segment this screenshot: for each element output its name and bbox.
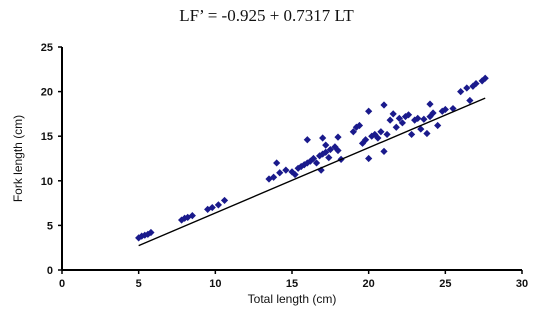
data-point xyxy=(380,147,388,155)
data-point xyxy=(469,82,477,90)
x-axis-title: Total length (cm) xyxy=(248,292,337,306)
y-tick-label: 5 xyxy=(47,220,53,232)
data-point xyxy=(392,123,400,131)
data-point xyxy=(362,136,370,144)
data-point xyxy=(365,107,373,115)
data-point xyxy=(472,79,480,88)
data-point xyxy=(426,100,434,108)
data-point xyxy=(411,116,419,124)
data-point xyxy=(147,228,155,237)
y-tick-label: 20 xyxy=(41,87,53,99)
data-point xyxy=(466,96,474,105)
data-point xyxy=(478,77,486,85)
data-point xyxy=(312,159,321,167)
data-point xyxy=(322,148,330,156)
data-point xyxy=(417,125,425,133)
data-point xyxy=(408,130,416,139)
data-point xyxy=(270,173,278,181)
data-point xyxy=(220,196,229,205)
data-point xyxy=(352,123,360,131)
data-point xyxy=(294,164,302,172)
data-point xyxy=(188,211,196,220)
y-tick-label: 15 xyxy=(41,131,53,143)
x-tick-label: 30 xyxy=(516,278,528,290)
data-point xyxy=(319,150,327,158)
data-point xyxy=(214,201,222,209)
data-point xyxy=(331,143,339,151)
data-point xyxy=(303,136,311,144)
trendline xyxy=(138,97,486,247)
data-point xyxy=(325,154,333,162)
trendline-layer xyxy=(138,97,486,247)
data-point xyxy=(383,130,391,139)
data-point xyxy=(316,152,324,160)
data-point xyxy=(374,134,382,142)
data-point xyxy=(457,88,465,96)
data-point xyxy=(429,109,437,117)
data-point xyxy=(389,110,397,118)
data-point xyxy=(319,134,327,142)
data-point xyxy=(434,121,442,130)
x-tick-label: 20 xyxy=(363,278,375,290)
x-tick-label: 25 xyxy=(439,278,451,290)
data-point xyxy=(208,203,216,212)
data-point xyxy=(395,114,403,122)
data-point xyxy=(386,116,394,124)
data-point xyxy=(377,128,385,136)
data-point xyxy=(380,101,388,109)
data-point xyxy=(420,115,428,123)
tick-layer: 0 5 10 15 20 25 30 0 5 10 15 20 25 xyxy=(41,42,528,290)
data-point xyxy=(291,170,299,179)
y-tick-label: 25 xyxy=(41,42,53,54)
data-point xyxy=(349,128,357,136)
data-point xyxy=(306,157,314,165)
data-point xyxy=(273,159,281,167)
y-axis-title: Fork length (cm) xyxy=(11,115,25,202)
data-point xyxy=(355,121,364,130)
data-point xyxy=(334,146,342,155)
data-point xyxy=(326,145,334,154)
data-point xyxy=(423,129,431,138)
data-point xyxy=(365,154,373,163)
y-tick-label: 0 xyxy=(47,265,53,277)
data-point xyxy=(334,133,342,141)
data-point xyxy=(481,74,489,82)
chart-title: LF’ = -0.925 + 0.7317 LT xyxy=(179,6,354,25)
data-point xyxy=(414,114,422,122)
data-point xyxy=(404,111,413,119)
data-point xyxy=(276,169,284,177)
x-tick-label: 10 xyxy=(209,278,221,290)
data-point xyxy=(322,141,330,149)
x-tick-label: 5 xyxy=(136,278,142,290)
data-point xyxy=(309,154,318,163)
y-tick-label: 10 xyxy=(41,176,53,188)
data-point xyxy=(463,84,471,92)
points-layer xyxy=(135,74,489,242)
data-point xyxy=(441,105,449,114)
data-point xyxy=(317,166,325,174)
data-point xyxy=(282,166,290,174)
x-tick-label: 15 xyxy=(286,278,298,290)
data-point xyxy=(371,130,379,139)
data-point xyxy=(398,119,406,127)
x-tick-label: 0 xyxy=(59,278,65,290)
